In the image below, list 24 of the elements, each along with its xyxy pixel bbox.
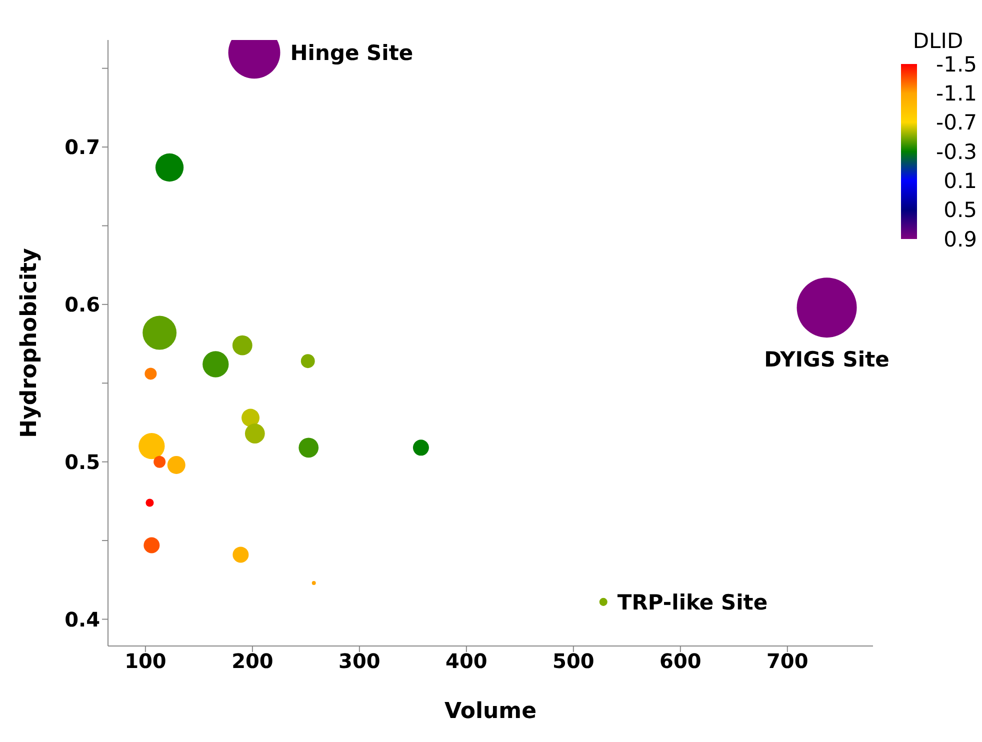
x-tick-label: 200 xyxy=(232,649,274,674)
color-bar-label: 0.1 xyxy=(944,169,977,194)
y-tick-label: 0.7 xyxy=(64,135,100,160)
y-axis-title: Hydrophobicity xyxy=(16,248,42,438)
x-tick-label: 300 xyxy=(338,649,380,674)
x-tick-label: 100 xyxy=(124,649,166,674)
x-tick-label: 500 xyxy=(552,649,594,674)
x-tick-label: 700 xyxy=(766,649,808,674)
color-bar-label: -0.7 xyxy=(936,110,977,135)
color-bar-label: -1.5 xyxy=(936,52,977,76)
y-tick-label: 0.4 xyxy=(64,607,100,632)
annotation: Hinge Site xyxy=(290,41,414,66)
y-tick-label: 0.5 xyxy=(64,450,100,474)
color-bar-label: -1.1 xyxy=(936,82,977,106)
color-bar-label: 0.5 xyxy=(944,198,977,222)
color-bar-label: -0.3 xyxy=(936,140,977,164)
annotation: TRP-like Site xyxy=(617,590,768,614)
x-tick-label: 400 xyxy=(446,649,488,674)
color-bar-label: 0.9 xyxy=(944,227,977,252)
color-bar-title: DLID xyxy=(912,29,964,53)
y-tick-label: 0.6 xyxy=(64,292,100,317)
annotation: DYIGS Site xyxy=(764,347,890,372)
x-tick-label: 600 xyxy=(660,649,702,674)
x-axis-title: Volume xyxy=(444,699,536,724)
